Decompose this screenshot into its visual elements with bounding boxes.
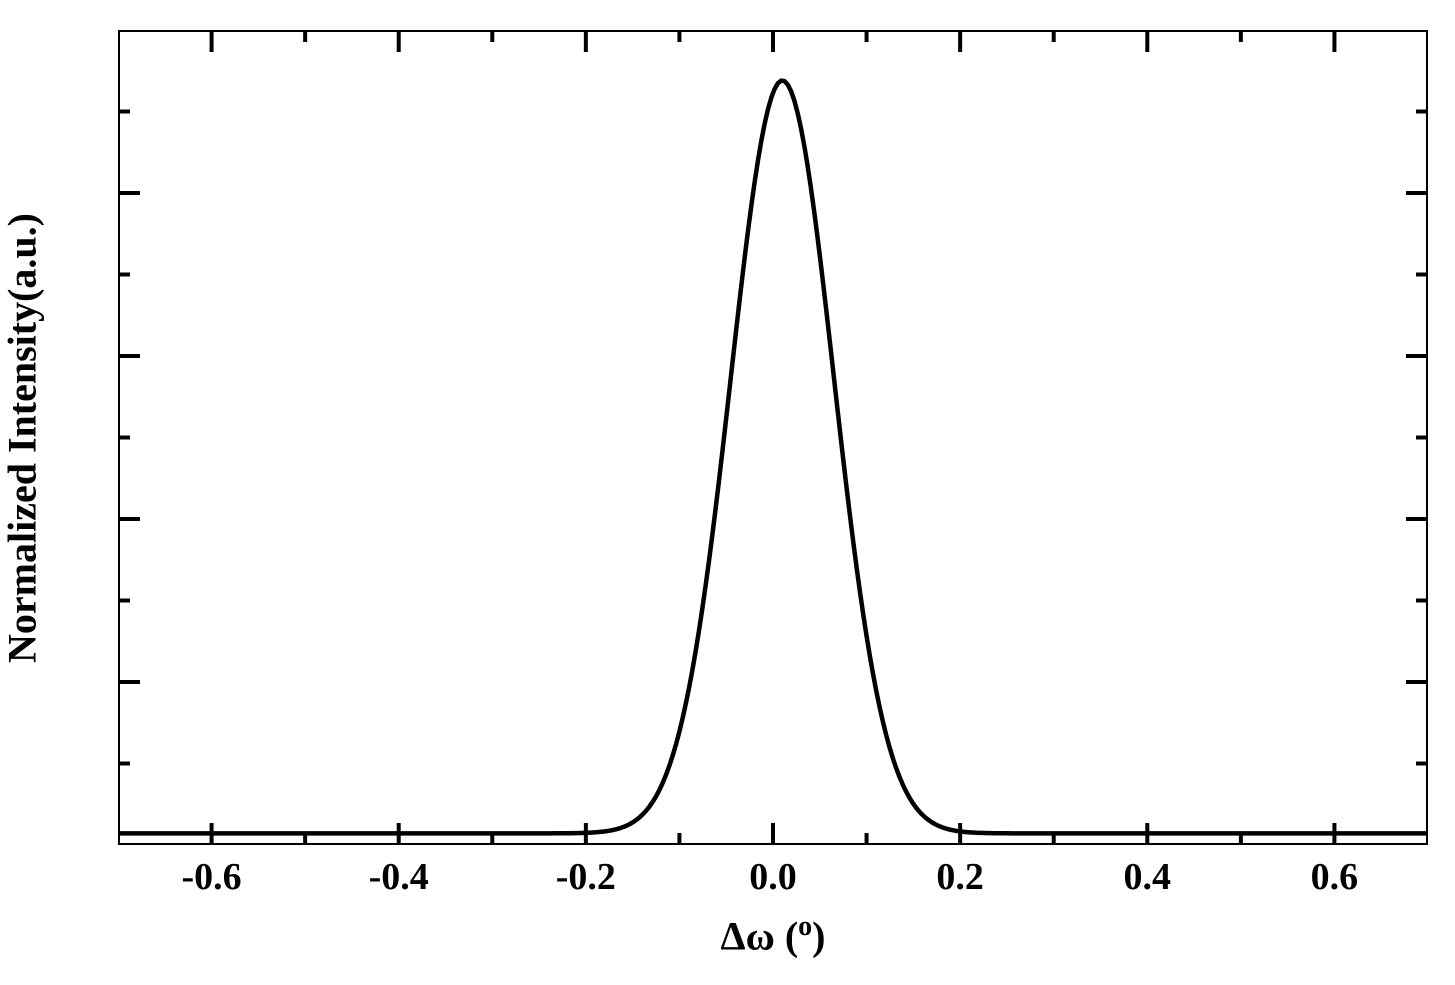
- y-axis-label: Normalized Intensity(a.u.): [0, 213, 46, 663]
- plot-svg: [118, 30, 1428, 845]
- axis-frame: [118, 30, 1428, 845]
- x-tick-label: 0.2: [936, 855, 984, 899]
- figure: Normalized Intensity(a.u.) Δω (o) -0.6 -0…: [0, 0, 1455, 985]
- x-tick-label: -0.6: [181, 855, 241, 899]
- intensity-curve: [118, 81, 1428, 834]
- plot-area: [118, 30, 1428, 845]
- x-tick-label: 0.0: [749, 855, 797, 899]
- x-tick-label: -0.4: [369, 855, 429, 899]
- x-tick-label: -0.2: [556, 855, 616, 899]
- x-tick-label: 0.6: [1311, 855, 1359, 899]
- x-axis-label: Δω (o): [721, 911, 826, 977]
- x-tick-label: 0.4: [1124, 855, 1172, 899]
